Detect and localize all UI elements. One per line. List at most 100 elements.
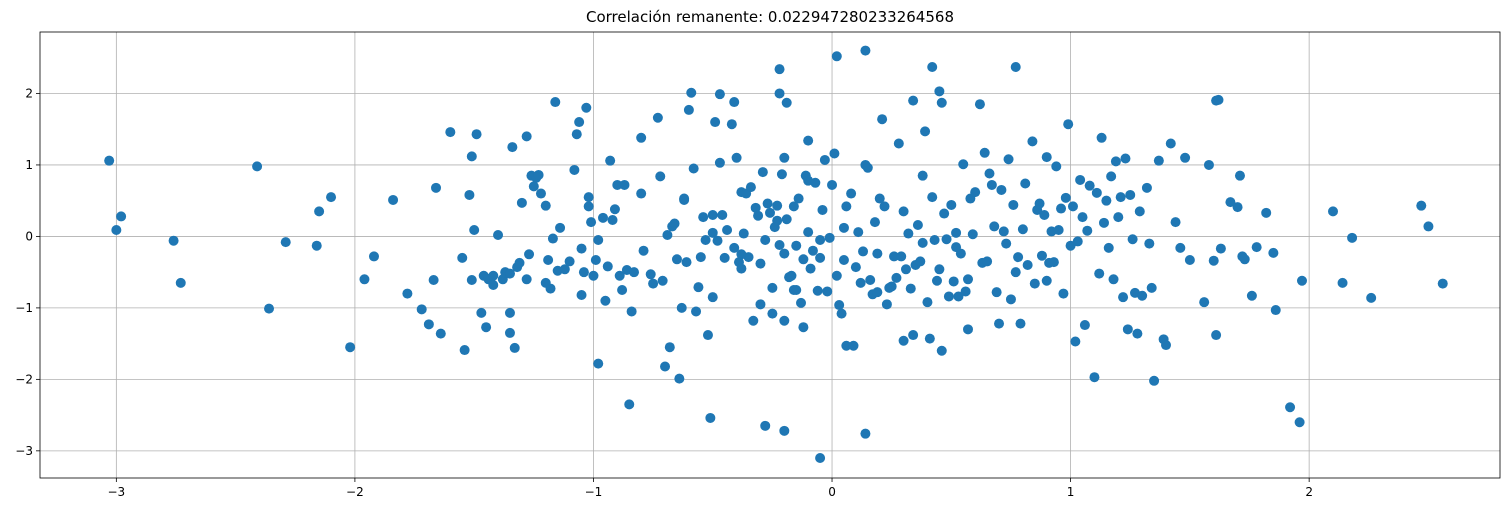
data-point-276 (1058, 288, 1069, 299)
data-point-94 (648, 278, 659, 289)
data-point-289 (1091, 187, 1102, 198)
data-point-357 (779, 425, 790, 436)
data-point-315 (1161, 340, 1172, 351)
data-point-51 (533, 169, 544, 180)
data-point-263 (1027, 136, 1038, 147)
data-point-18 (428, 275, 439, 286)
data-point-78 (600, 295, 611, 306)
data-point-278 (1063, 119, 1074, 130)
data-point-346 (1437, 278, 1448, 289)
data-point-12 (359, 274, 370, 285)
data-point-266 (1034, 198, 1045, 209)
data-point-366 (934, 86, 945, 97)
data-point-35 (493, 229, 504, 240)
data-points (104, 45, 1448, 463)
data-point-7 (280, 237, 291, 248)
data-point-67 (576, 290, 587, 301)
data-point-68 (578, 267, 589, 278)
data-point-4 (175, 277, 186, 288)
data-point-24 (464, 189, 475, 200)
data-point-214 (905, 283, 916, 294)
data-point-303 (1125, 189, 1136, 200)
data-point-358 (760, 420, 771, 431)
data-point-45 (521, 131, 532, 142)
data-point-337 (1285, 402, 1296, 413)
data-point-343 (1366, 292, 1377, 303)
data-point-81 (607, 214, 618, 225)
data-point-201 (872, 248, 883, 259)
data-point-164 (793, 193, 804, 204)
data-point-361 (774, 64, 785, 75)
data-point-204 (881, 299, 892, 310)
data-point-291 (1096, 132, 1107, 143)
data-point-28 (471, 129, 482, 140)
data-point-128 (729, 242, 740, 253)
data-point-66 (576, 243, 587, 254)
data-point-185 (836, 308, 847, 319)
data-point-166 (798, 322, 809, 333)
data-point-60 (555, 222, 566, 233)
y-tick-label-2: −1 (15, 301, 33, 315)
axes-frame (39, 31, 1501, 479)
data-point-288 (1089, 372, 1100, 383)
data-point-318 (1175, 242, 1186, 253)
data-point-207 (889, 251, 900, 262)
data-point-298 (1113, 212, 1124, 223)
data-point-313 (1153, 155, 1164, 166)
data-point-277 (1060, 192, 1071, 203)
data-point-40 (507, 142, 518, 153)
y-tick-label-4: 1 (25, 158, 33, 172)
data-point-368 (908, 95, 919, 106)
data-point-9 (314, 206, 325, 217)
data-point-17 (423, 319, 434, 330)
data-point-140 (755, 258, 766, 269)
data-point-1 (111, 224, 122, 235)
data-point-93 (645, 269, 656, 280)
data-point-72 (586, 217, 597, 228)
data-point-304 (1127, 234, 1138, 245)
data-point-308 (1137, 290, 1148, 301)
data-point-21 (445, 127, 456, 138)
x-tick-label-0: −3 (107, 485, 125, 499)
data-point-82 (609, 204, 620, 215)
data-point-155 (779, 315, 790, 326)
x-tick-label-3: 0 (828, 485, 836, 499)
data-point-179 (822, 286, 833, 297)
data-point-11 (345, 342, 356, 353)
data-point-149 (772, 200, 783, 211)
data-point-125 (719, 252, 730, 263)
data-point-218 (915, 256, 926, 267)
data-point-77 (598, 212, 609, 223)
data-point-280 (1067, 201, 1078, 212)
data-point-232 (948, 276, 959, 287)
data-point-259 (1015, 318, 1026, 329)
data-point-215 (908, 330, 919, 341)
data-point-296 (1108, 274, 1119, 285)
data-point-144 (762, 198, 773, 209)
data-point-290 (1094, 268, 1105, 279)
data-point-252 (998, 226, 1009, 237)
data-point-220 (920, 126, 931, 137)
data-point-22 (457, 252, 468, 263)
data-point-251 (996, 184, 1007, 195)
data-point-253 (1001, 238, 1012, 249)
data-point-345 (1423, 221, 1434, 232)
data-point-192 (853, 227, 864, 238)
data-point-339 (1296, 275, 1307, 286)
y-tick-label-3: 0 (25, 229, 33, 243)
data-point-193 (855, 277, 866, 288)
data-point-156 (781, 97, 792, 108)
data-point-274 (1053, 224, 1064, 235)
data-point-102 (669, 218, 680, 229)
data-point-180 (824, 232, 835, 243)
data-point-33 (488, 270, 499, 281)
axis-ticks: −3 −2 −1 0 1 2 −3 −2 −1 0 1 2 (15, 86, 1313, 499)
data-point-256 (1008, 199, 1019, 210)
data-point-295 (1106, 171, 1117, 182)
data-point-236 (958, 159, 969, 170)
data-point-257 (1010, 267, 1021, 278)
data-point-212 (900, 264, 911, 275)
data-point-367 (936, 97, 947, 108)
data-point-300 (1118, 292, 1129, 303)
